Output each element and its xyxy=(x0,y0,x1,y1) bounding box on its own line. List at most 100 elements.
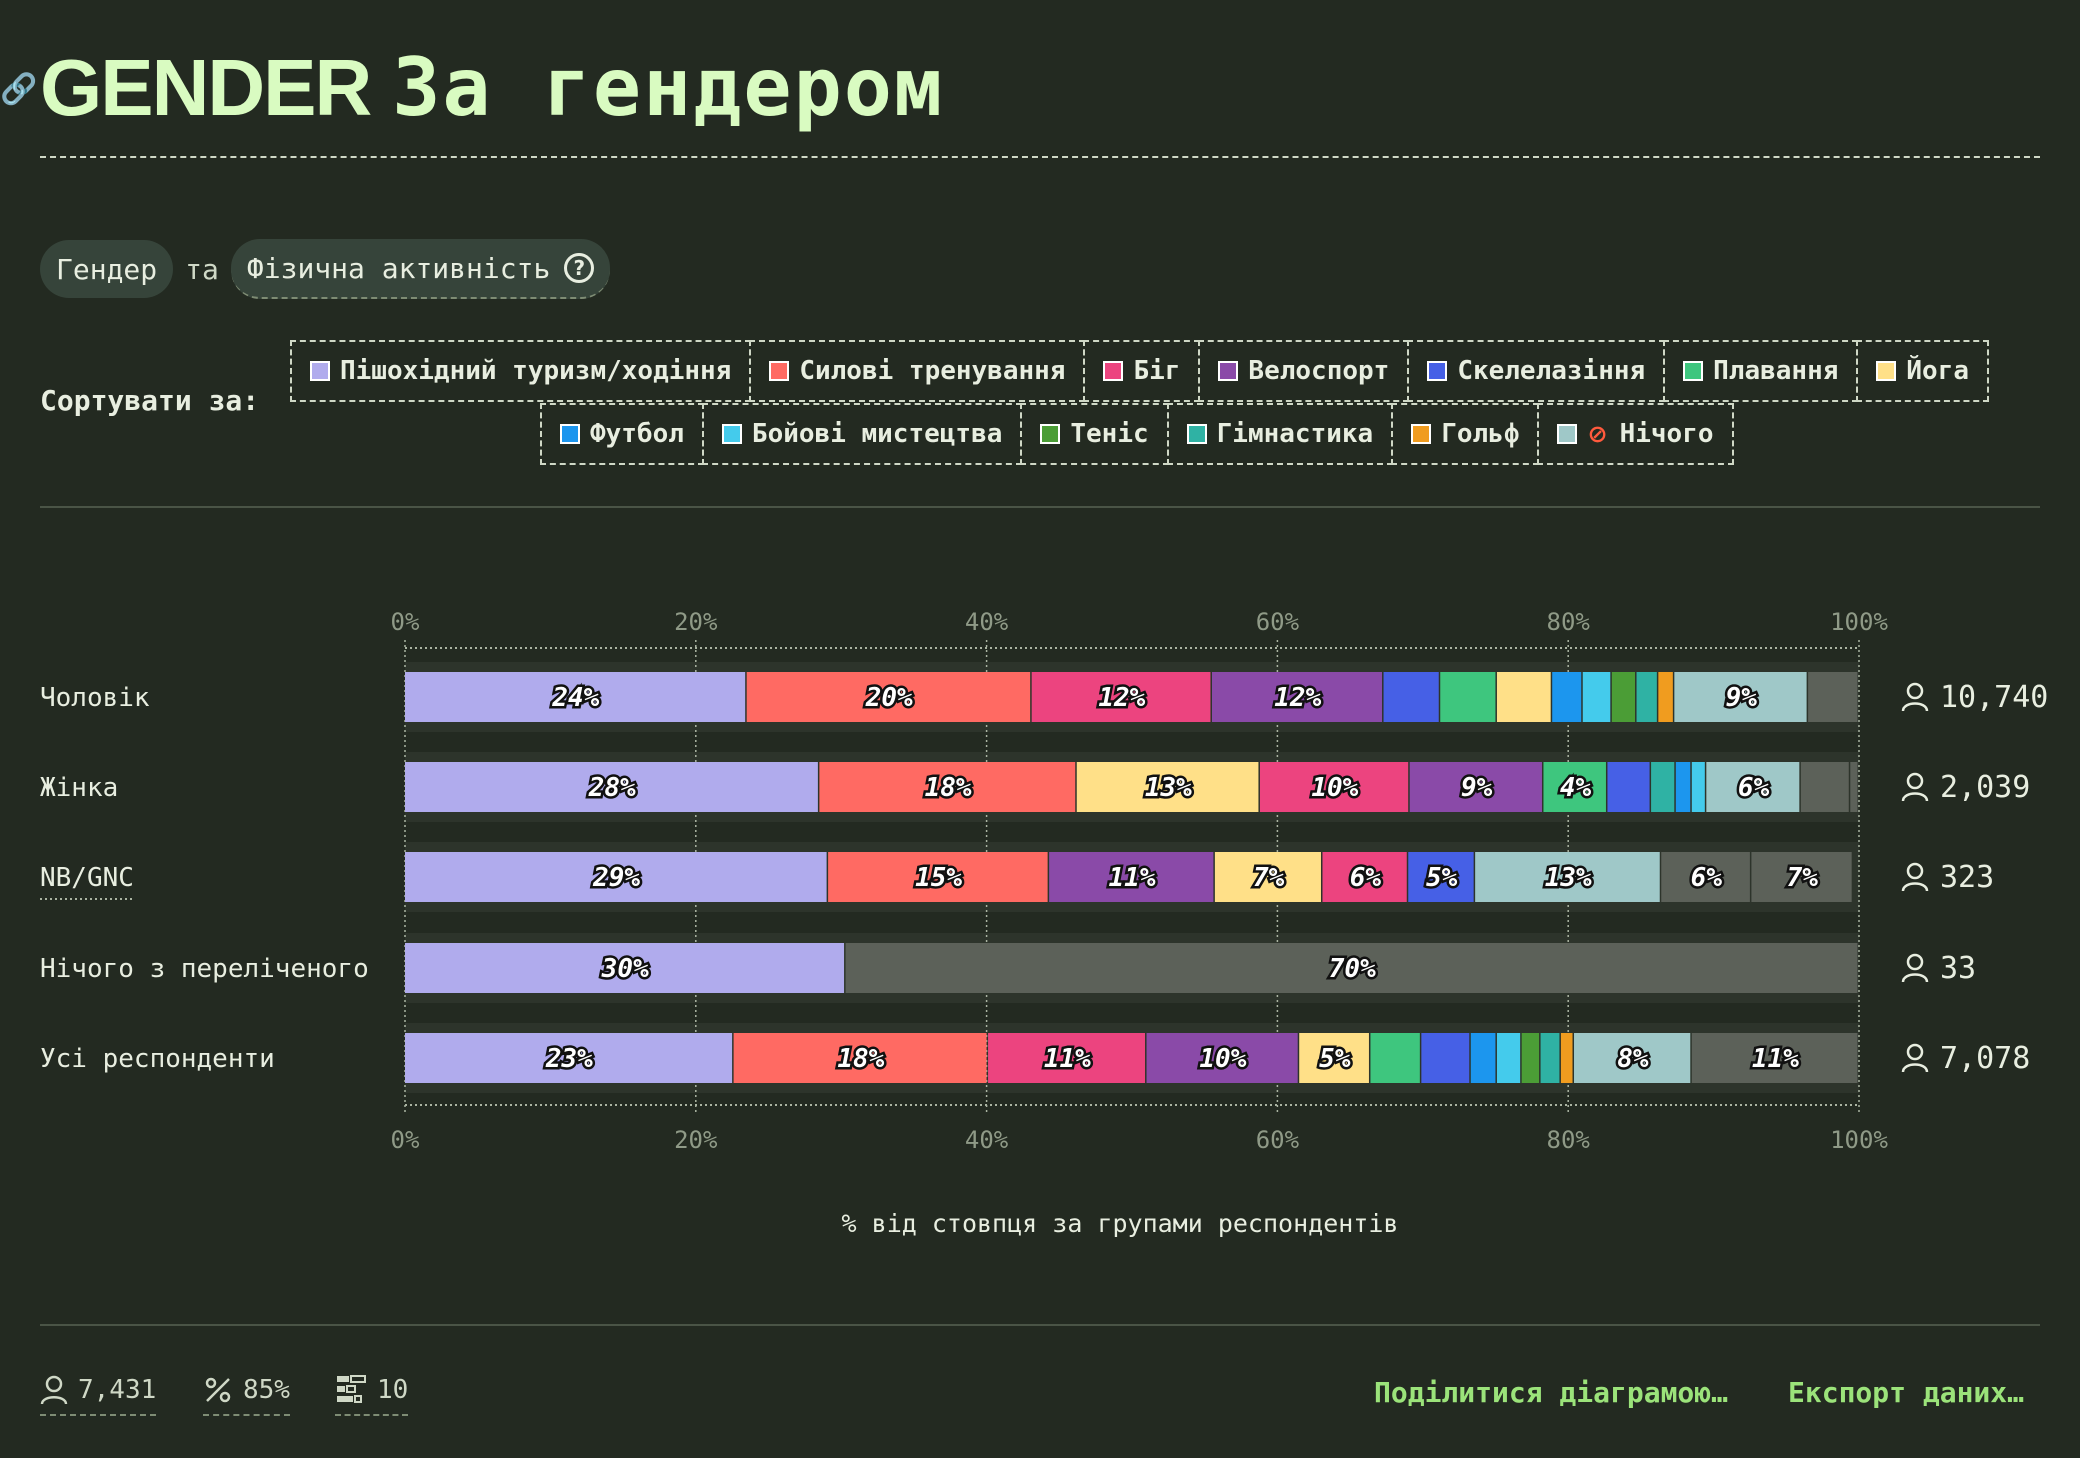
bar-segment[interactable] xyxy=(1383,672,1439,722)
bar-segment[interactable] xyxy=(1440,672,1496,722)
sort-option[interactable]: Йога xyxy=(1856,340,1990,402)
bar-segment[interactable] xyxy=(405,943,845,993)
bar-segment[interactable] xyxy=(405,1033,733,1083)
footer-percent[interactable]: 85% xyxy=(203,1370,290,1416)
bar-segment[interactable] xyxy=(405,762,818,812)
data-label: 10% xyxy=(1199,1044,1246,1074)
data-label: 18% xyxy=(837,1044,884,1074)
bar-segment[interactable] xyxy=(1674,672,1807,722)
sort-option[interactable]: Бойові мистецтва xyxy=(701,403,1023,465)
bar-segment[interactable] xyxy=(1214,852,1321,902)
bar-segment[interactable] xyxy=(1370,1033,1420,1083)
sort-option-label: Пішохідний туризм/ходіння xyxy=(340,356,732,386)
bar-segment[interactable] xyxy=(1259,762,1409,812)
bar-segment[interactable] xyxy=(1691,1033,1858,1083)
bar-segment[interactable] xyxy=(819,762,1076,812)
header: 🔗 GENDER За гендером xyxy=(0,40,2040,136)
bar-segment[interactable] xyxy=(1808,672,1858,722)
row-count-value: 2,039 xyxy=(1940,770,2030,805)
export-data-link[interactable]: Експорт даних… xyxy=(1788,1376,2025,1409)
legend-swatch xyxy=(721,424,742,444)
person-icon xyxy=(1906,682,1924,700)
bar-segment[interactable] xyxy=(1049,852,1214,902)
bar-segment[interactable] xyxy=(1691,762,1705,812)
bar-segment[interactable] xyxy=(733,1033,987,1083)
person-icon xyxy=(40,1375,68,1405)
bar-segment[interactable] xyxy=(405,852,827,902)
bar-segment[interactable] xyxy=(1521,1033,1540,1083)
tick-label: 60% xyxy=(1256,1126,1300,1154)
bar-segment[interactable] xyxy=(1574,1033,1691,1083)
data-label: 12% xyxy=(1274,683,1321,713)
bar-segment[interactable] xyxy=(1850,762,1858,812)
bar-segment[interactable] xyxy=(1636,672,1657,722)
data-label: 29% xyxy=(592,863,640,893)
sort-option[interactable]: Скелелазіння xyxy=(1407,340,1666,402)
bar-segment[interactable] xyxy=(1658,672,1673,722)
bar-segment[interactable] xyxy=(1496,1033,1521,1083)
bar-segment[interactable] xyxy=(1706,762,1800,812)
bar-segment[interactable] xyxy=(1607,762,1650,812)
legend-swatch xyxy=(1876,361,1897,381)
bar-segment[interactable] xyxy=(1470,1033,1496,1083)
person-icon-body xyxy=(1901,1063,1929,1073)
data-label: 7% xyxy=(1787,863,1819,893)
sort-option[interactable]: Гольф xyxy=(1391,403,1540,465)
sort-option-label: Йога xyxy=(1906,356,1970,386)
bar-segment[interactable] xyxy=(1552,672,1582,722)
bar-segment[interactable] xyxy=(1582,672,1611,722)
bar-segment[interactable] xyxy=(1651,762,1675,812)
tick-label: 20% xyxy=(674,608,718,636)
sort-option[interactable]: Пішохідний туризм/ходіння xyxy=(290,340,752,402)
bar-segment[interactable] xyxy=(845,943,1858,993)
sort-option[interactable]: Теніс xyxy=(1020,403,1169,465)
columns-icon xyxy=(337,1375,366,1403)
bar-segment[interactable] xyxy=(1611,672,1636,722)
bar-segment[interactable] xyxy=(1475,852,1660,902)
sort-option[interactable]: Велоспорт xyxy=(1198,340,1410,402)
sort-option[interactable]: Силові тренування xyxy=(749,340,1086,402)
tick-label: 20% xyxy=(674,1126,718,1154)
bar-segment[interactable] xyxy=(1211,672,1383,722)
bar-segment[interactable] xyxy=(1031,672,1211,722)
dimension-pill-gender[interactable]: Гендер xyxy=(40,240,174,298)
bar-segment[interactable] xyxy=(1661,852,1750,902)
footer-columns[interactable]: 10 xyxy=(335,1370,409,1416)
help-icon[interactable]: ? xyxy=(564,253,595,283)
data-label: 24% xyxy=(551,683,599,713)
bar-segment[interactable] xyxy=(1540,1033,1560,1083)
bar-segment[interactable] xyxy=(405,672,746,722)
bar-segment[interactable] xyxy=(1322,852,1407,902)
person-icon xyxy=(1906,862,1924,880)
bar-segment[interactable] xyxy=(1076,762,1259,812)
data-label: 11% xyxy=(1752,1044,1799,1074)
bar-segment[interactable] xyxy=(1675,762,1691,812)
bar-segment[interactable] xyxy=(1496,672,1551,722)
bar-segment[interactable] xyxy=(828,852,1048,902)
data-label: 23% xyxy=(545,1044,593,1074)
no-entry-icon: ⊘ xyxy=(1587,420,1608,448)
sort-option[interactable]: ⊘ Нічого xyxy=(1537,403,1734,465)
bar-segment[interactable] xyxy=(1800,762,1849,812)
bar-segment[interactable] xyxy=(1408,852,1474,902)
row-count: 7,078 xyxy=(1901,1041,2030,1076)
bar-segment[interactable] xyxy=(1543,762,1606,812)
bar-segment[interactable] xyxy=(1421,1033,1470,1083)
bar-segment[interactable] xyxy=(1560,1033,1573,1083)
bar-segment[interactable] xyxy=(988,1033,1146,1083)
share-chart-link[interactable]: Поділитися діаграмою… xyxy=(1374,1376,1729,1409)
link-icon[interactable]: 🔗 xyxy=(0,72,38,107)
legend-swatch xyxy=(1103,361,1124,381)
bar-segment[interactable] xyxy=(1299,1033,1369,1083)
row-count-value: 10,740 xyxy=(1940,680,2048,715)
title-text: За гендером xyxy=(392,41,945,134)
dimension-pill-activity[interactable]: Фізична активність ? xyxy=(230,239,611,299)
sort-option[interactable]: Футбол xyxy=(540,403,704,465)
sort-option[interactable]: Плавання xyxy=(1663,340,1859,402)
footer-respondents[interactable]: 7,431 xyxy=(40,1370,157,1416)
bar-segment[interactable] xyxy=(1146,1033,1298,1083)
bar-segment[interactable] xyxy=(1409,762,1542,812)
bar-segment[interactable] xyxy=(746,672,1031,722)
bar-segment[interactable] xyxy=(1751,852,1852,902)
row-label: Нічого з переліченого xyxy=(40,954,369,984)
